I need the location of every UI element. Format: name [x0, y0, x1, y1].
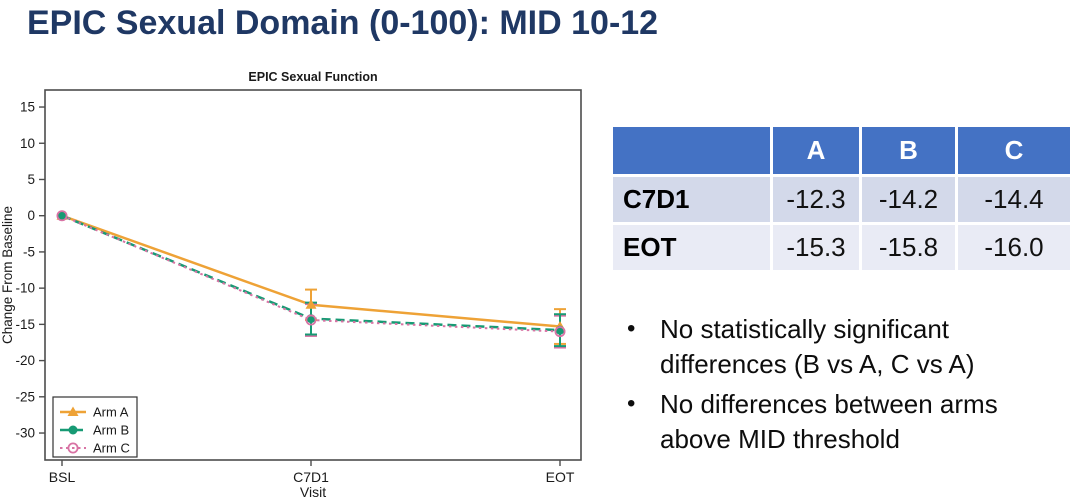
legend-label: Arm A [93, 405, 129, 420]
marker-arm-b [57, 211, 67, 221]
bullet-text: No statistically significant differences… [660, 314, 975, 379]
x-tick-label: C7D1 [293, 469, 329, 485]
results-table-body: C7D1 -12.3 -14.2 -14.4 EOT -15.3 -15.8 -16.0 [613, 177, 1070, 270]
y-tick-label: -5 [23, 244, 35, 259]
y-tick-label: -15 [15, 317, 35, 332]
legend-marker-arm-a [67, 406, 79, 416]
marker-arm-c [305, 314, 317, 326]
x-tick-label: BSL [49, 469, 76, 485]
marker-arm-c [56, 210, 68, 222]
table-col-header-a: A [773, 127, 859, 174]
y-tick-label: 0 [27, 208, 35, 223]
bullet-icon: • [627, 390, 636, 417]
marker-arm-c [554, 326, 566, 338]
table-col-header-b: B [862, 127, 955, 174]
page-title: EPIC Sexual Domain (0-100): MID 10-12 [27, 4, 659, 42]
table-row: EOT -15.3 -15.8 -16.0 [613, 225, 1070, 270]
legend-label: Arm B [93, 423, 129, 438]
bullet-item: • No differences between arms above MID t… [613, 387, 1063, 457]
table-value-cell: -12.3 [773, 177, 859, 222]
x-tick-label: EOT [546, 469, 575, 485]
legend-marker-arm-c [67, 442, 79, 454]
marker-arm-a [305, 299, 317, 309]
y-tick-label: 5 [27, 172, 35, 187]
epic-line-chart: EPIC Sexual Function 15 10 5 0 -5 -10 -15 -20 -25… [0, 70, 600, 500]
chart-canvas: EPIC Sexual Function 15 10 5 0 -5 -10 -15 -20 -25… [0, 70, 582, 500]
bullet-list: • No statistically significant difference… [613, 312, 1063, 462]
plot-border [44, 89, 582, 461]
legend-marker-arm-b [68, 425, 78, 435]
table-row-label: C7D1 [613, 177, 770, 222]
table-row-label: EOT [613, 225, 770, 270]
table-row: C7D1 -12.3 -14.2 -14.4 [613, 177, 1070, 222]
table-value-cell: -14.2 [862, 177, 955, 222]
table-value-cell: -15.3 [773, 225, 859, 270]
y-tick-label: -25 [15, 389, 35, 404]
table-value-cell: -14.4 [958, 177, 1070, 222]
y-tick-label: 10 [20, 136, 35, 151]
y-tick-label: -20 [15, 353, 35, 368]
x-axis-label: Visit [300, 484, 326, 500]
table-value-cell: -16.0 [958, 225, 1070, 270]
y-axis-label: Change From Baseline [0, 206, 15, 344]
table-corner-cell [613, 127, 770, 174]
table-value-cell: -15.8 [862, 225, 955, 270]
y-tick-label: -30 [15, 426, 35, 441]
y-tick-label: -10 [15, 281, 35, 296]
y-tick-label: 15 [20, 100, 35, 115]
bullet-item: • No statistically significant difference… [613, 312, 1063, 382]
chart-title: EPIC Sexual Function [248, 70, 377, 84]
table-col-header-c: C [958, 127, 1070, 174]
bullet-text: No differences between arms above MID th… [660, 389, 998, 454]
legend-label: Arm C [93, 441, 130, 456]
bullet-icon: • [627, 315, 636, 342]
